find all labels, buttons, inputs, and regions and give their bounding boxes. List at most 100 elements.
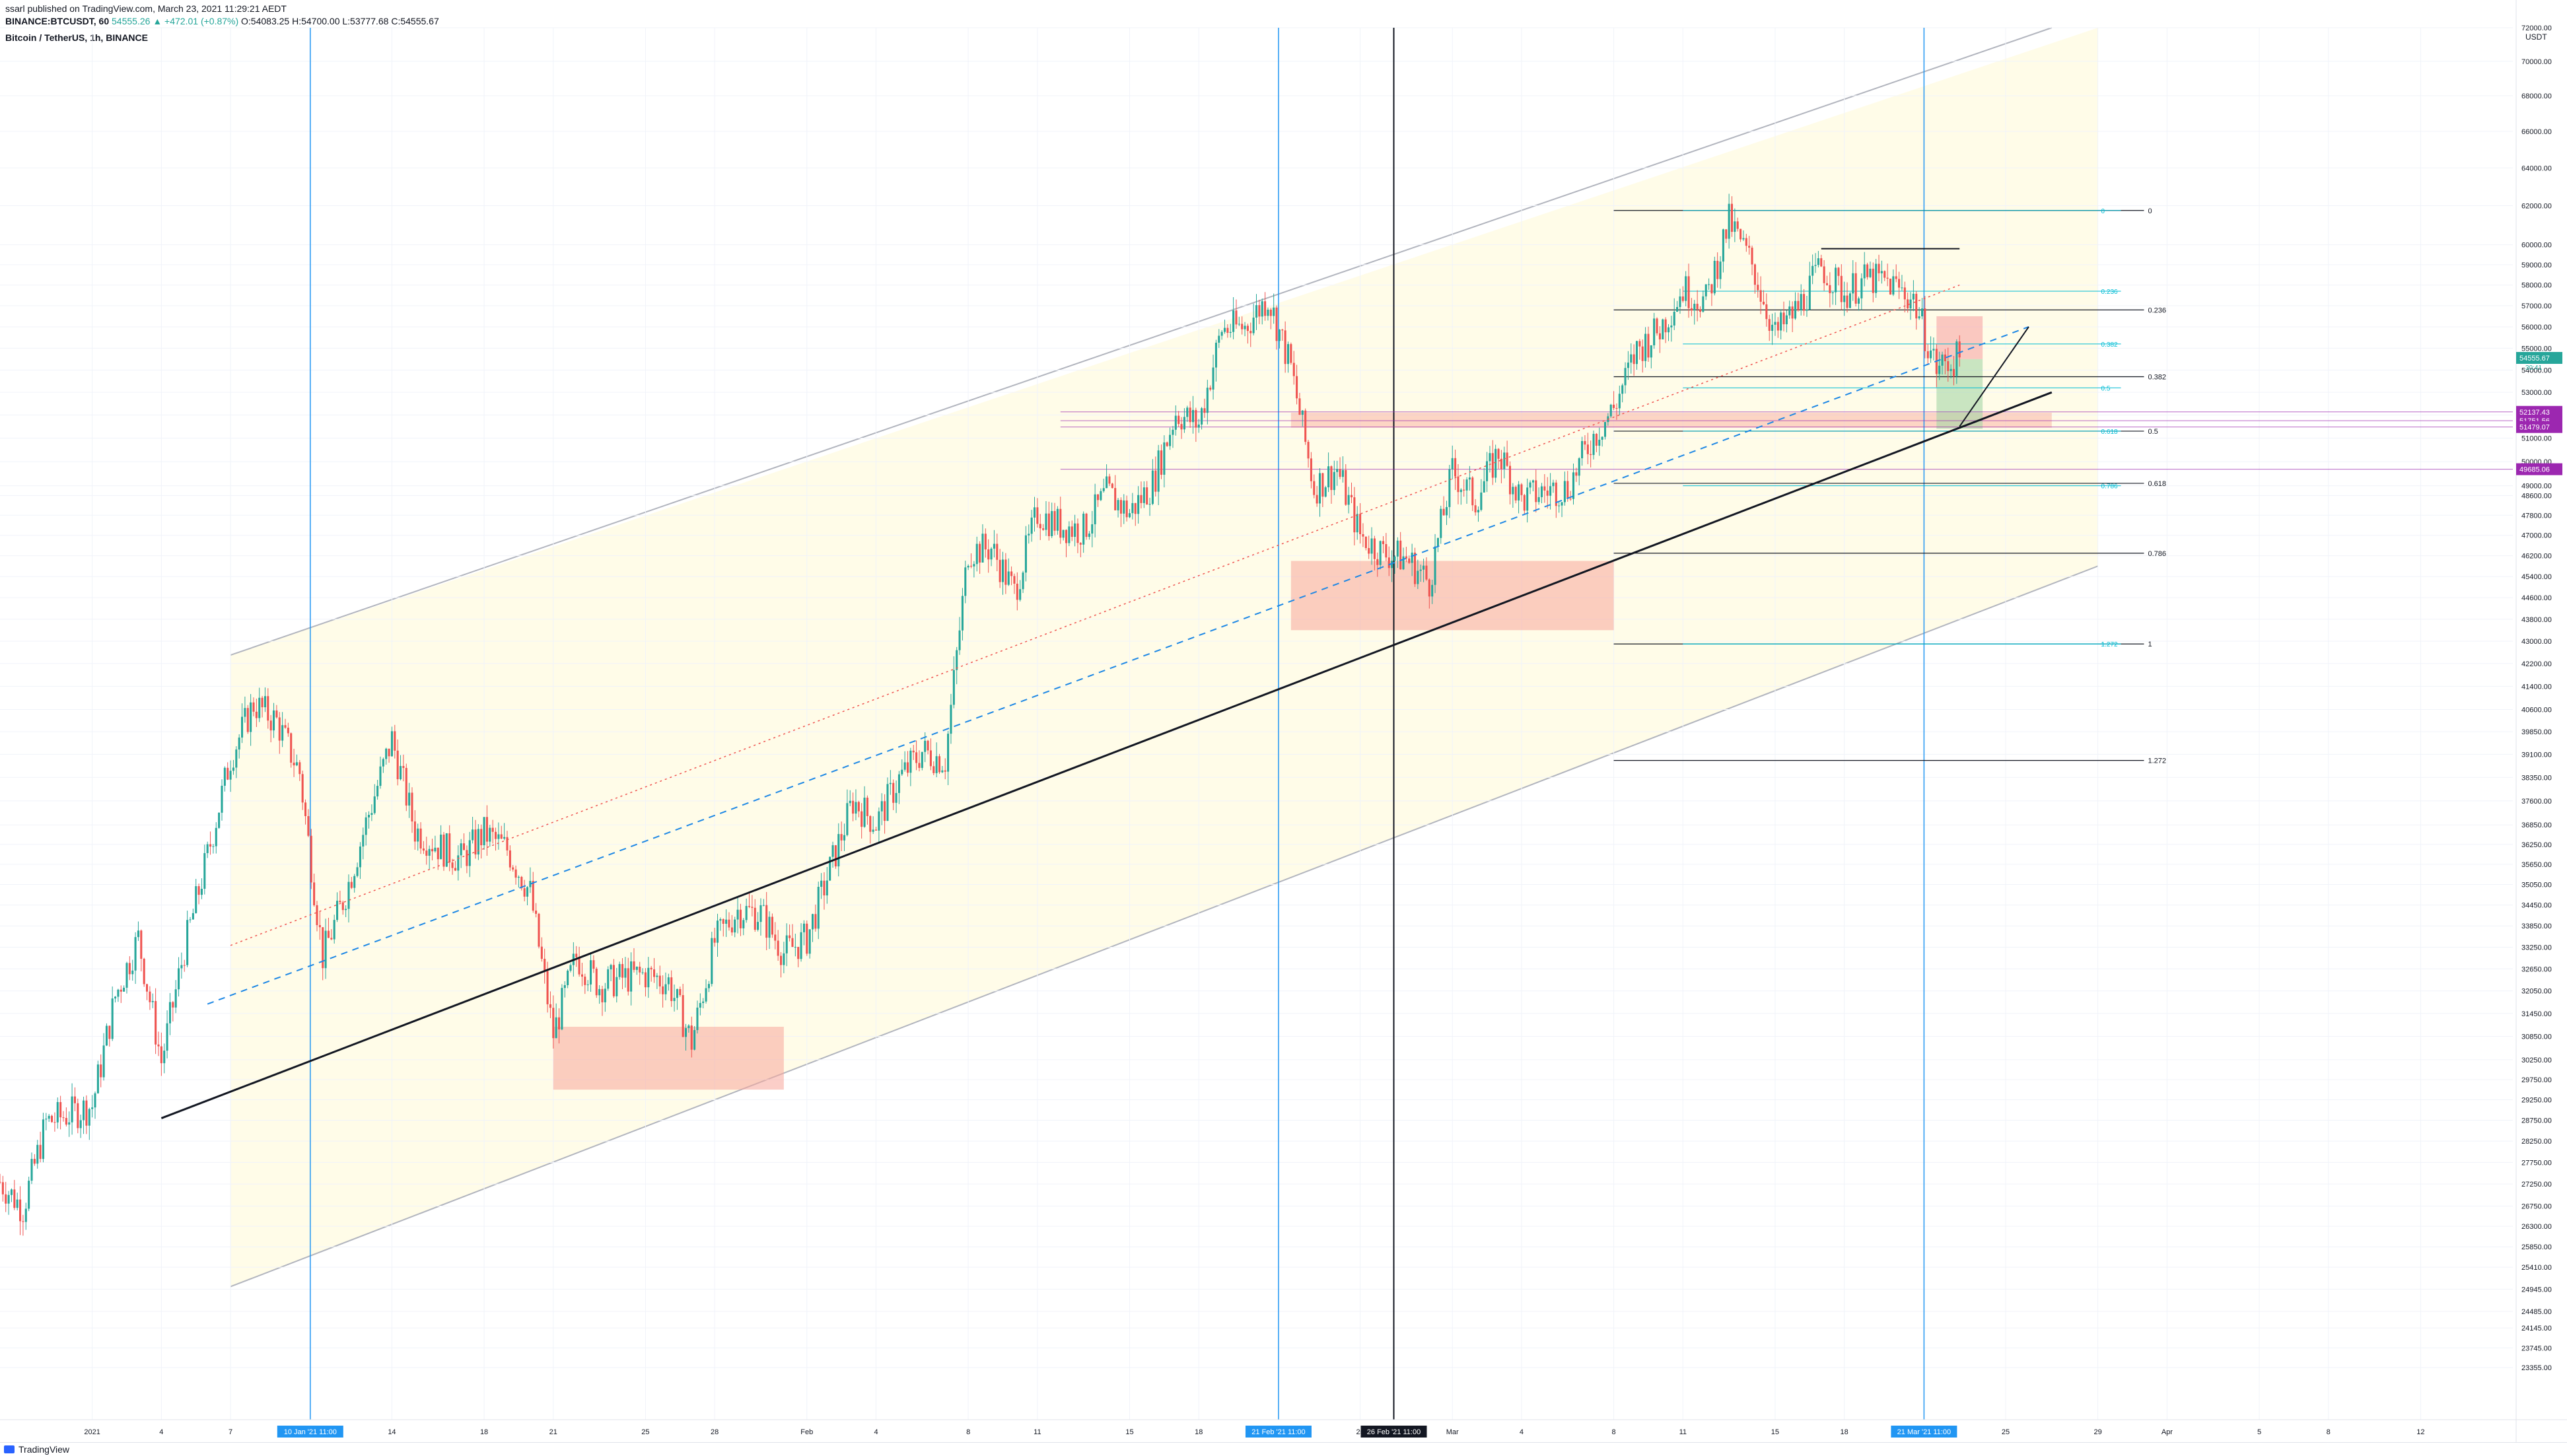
candle-body — [1007, 571, 1010, 585]
candle-body — [405, 767, 407, 806]
candle-body — [359, 846, 361, 868]
candle-body — [736, 909, 739, 920]
candle-body — [739, 909, 742, 928]
candle-body — [1664, 319, 1667, 333]
price-marker-label: 54555.67 — [2519, 355, 2550, 363]
candle-body — [203, 852, 206, 889]
candle-body — [644, 972, 647, 988]
candle-body — [1396, 540, 1399, 557]
candle-body — [1941, 354, 1944, 366]
candle-body — [1431, 584, 1434, 597]
dotted-channel-line — [230, 284, 1960, 946]
price-tick-label: 30850.00 — [2521, 1033, 2552, 1041]
brand-label[interactable]: TradingView — [18, 1444, 70, 1455]
channel-fill — [230, 28, 2098, 1287]
candle-body — [935, 756, 938, 773]
price-tick-label: 68000.00 — [2521, 92, 2552, 100]
candle-body — [232, 767, 234, 771]
candle-body — [567, 971, 569, 985]
candle-body — [1477, 510, 1480, 512]
candle-body — [491, 827, 494, 832]
candle-body — [656, 975, 658, 977]
candle-body — [1546, 490, 1549, 496]
candle-body — [1047, 513, 1050, 536]
candle-body — [725, 919, 728, 924]
candle-body — [1797, 300, 1800, 310]
price-tick-label: 58000.00 — [2521, 282, 2552, 290]
candle-body — [520, 876, 523, 889]
candle-body — [227, 767, 229, 780]
candle-body — [428, 849, 431, 856]
ohlc-values: O:54083.25 H:54700.00 L:53777.68 C:54555… — [241, 16, 439, 26]
candle-body — [258, 697, 261, 718]
price-tick-label: 29250.00 — [2521, 1096, 2552, 1104]
candle-body — [489, 827, 491, 842]
candle-body — [1486, 461, 1489, 481]
candle-body — [817, 887, 820, 929]
price-marker-countdown: 30:41 — [2525, 364, 2542, 372]
candle-body — [1768, 319, 1771, 331]
candle-body — [774, 934, 777, 941]
projection-arrow — [1959, 326, 2029, 427]
fib-b-level-label: 0.618 — [2101, 429, 2118, 436]
candle-body — [408, 792, 411, 806]
candle-body — [1794, 300, 1797, 319]
candle-body — [5, 1194, 7, 1204]
candle-body — [39, 1144, 42, 1160]
candle-body — [1249, 331, 1252, 333]
candle-body — [1710, 284, 1713, 294]
candle-body — [1514, 487, 1517, 501]
candle-body — [1442, 508, 1445, 516]
symbol-name[interactable]: BINANCE:BTCUSDT, 60 — [5, 16, 110, 26]
candle-body — [102, 1045, 105, 1078]
candle-body — [209, 844, 212, 847]
candle-body — [1800, 294, 1802, 310]
candle-body — [431, 849, 434, 852]
candle-body — [1820, 258, 1823, 267]
candle-body — [990, 548, 993, 560]
candle-body — [422, 848, 425, 851]
candle-body — [1223, 328, 1226, 332]
candle-body — [1284, 330, 1286, 364]
candle-body — [1264, 301, 1267, 316]
candle-body — [612, 965, 615, 996]
candle-body — [497, 834, 500, 839]
candle-body — [1523, 495, 1526, 511]
candle-body — [1241, 324, 1244, 329]
candle-body — [1901, 287, 1903, 289]
candle-body — [1016, 583, 1018, 600]
fib-b-level-label: 0.786 — [2101, 483, 2118, 491]
candle-body — [1621, 385, 1624, 394]
candle-body — [1586, 444, 1589, 454]
candle-body — [1681, 296, 1684, 301]
candle-body — [1440, 508, 1442, 538]
candle-body — [413, 821, 416, 842]
candle-body — [1062, 530, 1065, 538]
candle-body — [1736, 221, 1739, 229]
candle-body — [42, 1119, 44, 1160]
date-markers — [310, 28, 1925, 1420]
price-tick-label: 34450.00 — [2521, 902, 2552, 910]
candle-body — [1889, 278, 1892, 295]
chart-header: ssarl published on TradingView.com, Marc… — [5, 3, 439, 44]
candle-body — [1405, 556, 1407, 559]
candle-body — [823, 880, 826, 896]
price-marker-label: 52137.43 — [2519, 409, 2550, 417]
candle-body — [1318, 473, 1321, 504]
candle-body — [1362, 534, 1364, 537]
price-tick-label: 32650.00 — [2521, 965, 2552, 973]
candle-body — [984, 534, 987, 550]
candle-body — [944, 770, 946, 772]
candle-body — [557, 1017, 561, 1029]
candle-body — [1102, 488, 1105, 491]
candle-body — [1728, 203, 1730, 239]
candle-body — [1368, 547, 1370, 554]
candle-body — [909, 750, 912, 773]
date-marker-badge — [1245, 1426, 1312, 1438]
candle-body — [1852, 273, 1854, 294]
candle-body — [1624, 368, 1627, 386]
candle-body — [1024, 535, 1027, 573]
candle-body — [1088, 534, 1090, 537]
candle-body — [964, 567, 967, 596]
